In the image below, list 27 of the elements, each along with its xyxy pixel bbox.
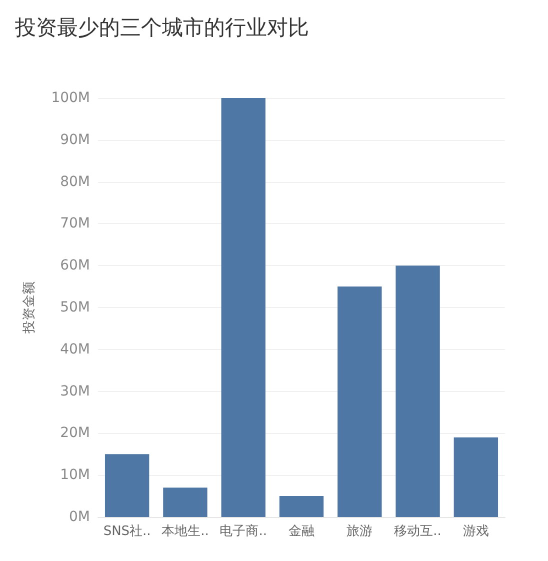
y-tick-label: 30M (60, 383, 90, 400)
y-tick-label: 80M (60, 174, 90, 190)
y-tick-label: 70M (60, 216, 90, 232)
y-tick-label: 50M (60, 300, 90, 316)
x-tick-label: 游戏 (462, 524, 489, 539)
x-tick-label: 电子商.. (220, 524, 267, 539)
bar (396, 266, 440, 517)
x-tick-label: 移动互.. (394, 524, 442, 539)
x-tick-label: SNS社.. (103, 524, 151, 539)
y-tick-label: 90M (60, 132, 90, 148)
bar (104, 454, 150, 517)
bar (279, 496, 324, 517)
y-tick-label: 0M (69, 509, 90, 525)
y-axis-title: 投资金额 (22, 282, 37, 334)
y-tick-label: 60M (60, 258, 90, 274)
y-tick-label: 20M (60, 425, 90, 442)
x-tick-label: 金融 (288, 524, 314, 539)
y-tick-label: 100M (51, 90, 90, 106)
y-tick-label: 40M (60, 341, 90, 358)
y-tick-label: 10M (60, 467, 90, 484)
chart-title: 投资最少的三个城市的行业对比 (14, 16, 309, 40)
bar (163, 488, 208, 517)
bar (454, 437, 498, 517)
bar (338, 286, 382, 517)
x-tick-label: 旅游 (346, 524, 373, 539)
x-tick-label: 本地生.. (162, 524, 209, 539)
bar (221, 98, 266, 517)
